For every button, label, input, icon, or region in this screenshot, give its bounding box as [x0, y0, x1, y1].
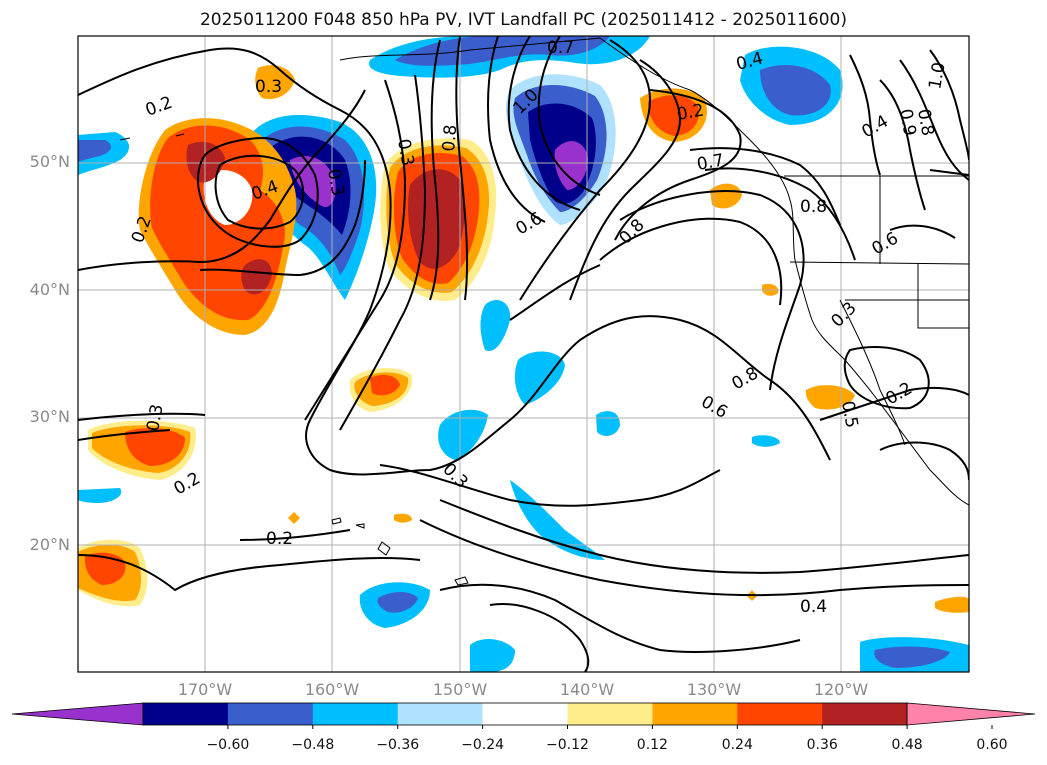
lon-label: 140°W	[559, 680, 615, 699]
pv-positive-area	[935, 596, 969, 613]
graticule	[78, 36, 969, 672]
colorbar-tick-label: −0.24	[461, 737, 505, 753]
pv-negative-area	[514, 351, 565, 405]
colorbar-tick-label: 0.36	[806, 737, 838, 753]
colorbar-tick-label: 0.48	[891, 737, 923, 753]
pv-negative-area	[510, 480, 605, 560]
pv-positive-area	[288, 512, 300, 524]
pv-negative-area	[290, 156, 336, 208]
pv-negative-area	[78, 140, 112, 162]
colorbar-tick-label: −0.48	[291, 737, 335, 753]
pv-negative-area	[554, 141, 588, 190]
pv-negative-area	[480, 300, 511, 351]
colorbar-tick-label: 0.12	[636, 737, 668, 753]
contour-label: 0.2	[675, 101, 705, 125]
colorbar-tick-label: 0.24	[721, 737, 753, 753]
contour-label: 0.3	[143, 403, 167, 433]
colorbar-segment	[737, 703, 823, 725]
colorbar-segment	[822, 703, 908, 725]
colorbar-segment	[397, 703, 484, 725]
colorbar-tick-label: −0.36	[376, 737, 420, 753]
colorbar-segment	[143, 703, 229, 725]
colorbar-tick-label: −0.12	[546, 737, 589, 753]
map-title: 2025011200 F048 850 hPa PV, IVT Landfall…	[199, 10, 847, 30]
pv-negative-area	[760, 65, 831, 116]
contour-label: 0.7	[547, 38, 574, 58]
contour-label: 0.3	[393, 137, 417, 167]
map-border	[77, 35, 970, 673]
contour-label: 0.8	[913, 107, 937, 137]
pv-positive-area	[125, 428, 185, 466]
contour-label: 1.0	[925, 61, 949, 91]
lat-label: 30°N	[29, 407, 70, 426]
pv-positive-area	[394, 513, 412, 523]
pv-negative-area	[470, 638, 515, 672]
lon-label: 160°W	[304, 680, 360, 699]
pv-negative-area	[596, 411, 620, 436]
pv-negative-area	[78, 488, 122, 503]
colorbar-outline	[142, 702, 908, 726]
contour-label: 0.8	[800, 197, 827, 217]
colorbar-extend-min	[11, 702, 144, 726]
contour-label: 0.3	[323, 167, 347, 197]
contour-label: 0.9	[895, 107, 919, 137]
colorbar	[11, 702, 1036, 729]
pv-positive-area	[241, 259, 272, 295]
lon-label: 170°W	[177, 680, 233, 699]
lat-label: 50°N	[29, 152, 70, 171]
ivt-contours	[78, 36, 969, 672]
pv-positive-area	[648, 95, 699, 136]
lat-label: 20°N	[29, 535, 70, 554]
pv-negative-area	[438, 409, 488, 460]
lon-label: 150°W	[432, 680, 488, 699]
colorbar-extend-max	[906, 702, 1036, 726]
colorbar-tick-label: 0.60	[976, 737, 1008, 753]
pv-negative-area	[874, 646, 950, 668]
coastlines	[119, 37, 969, 586]
colorbar-tick-label: −0.60	[206, 737, 250, 753]
colorbar-segment	[482, 703, 568, 725]
lon-label: 120°W	[813, 680, 869, 699]
contour-label: 0.7	[695, 151, 725, 175]
contour-label: 0.5	[837, 399, 861, 429]
colorbar-segment	[312, 703, 399, 725]
pv-positive-area	[805, 385, 855, 410]
colorbar-segment	[567, 703, 653, 725]
pv-negative-area	[752, 435, 780, 447]
contour-label: 0.4	[800, 597, 827, 617]
pv-negative-area	[377, 592, 418, 613]
colorbar-segment	[652, 703, 738, 725]
contour-label: 0.3	[255, 77, 282, 97]
colorbar-segment	[227, 703, 314, 725]
pv-positive-area	[710, 183, 742, 209]
lon-label: 130°W	[686, 680, 742, 699]
contour-label: 0.2	[266, 529, 293, 549]
lat-label: 40°N	[29, 280, 70, 299]
contour-label: 0.8	[439, 124, 461, 153]
pv-positive-area	[84, 552, 126, 585]
pv-positive-area	[186, 141, 225, 183]
pv-positive-area	[370, 374, 400, 396]
